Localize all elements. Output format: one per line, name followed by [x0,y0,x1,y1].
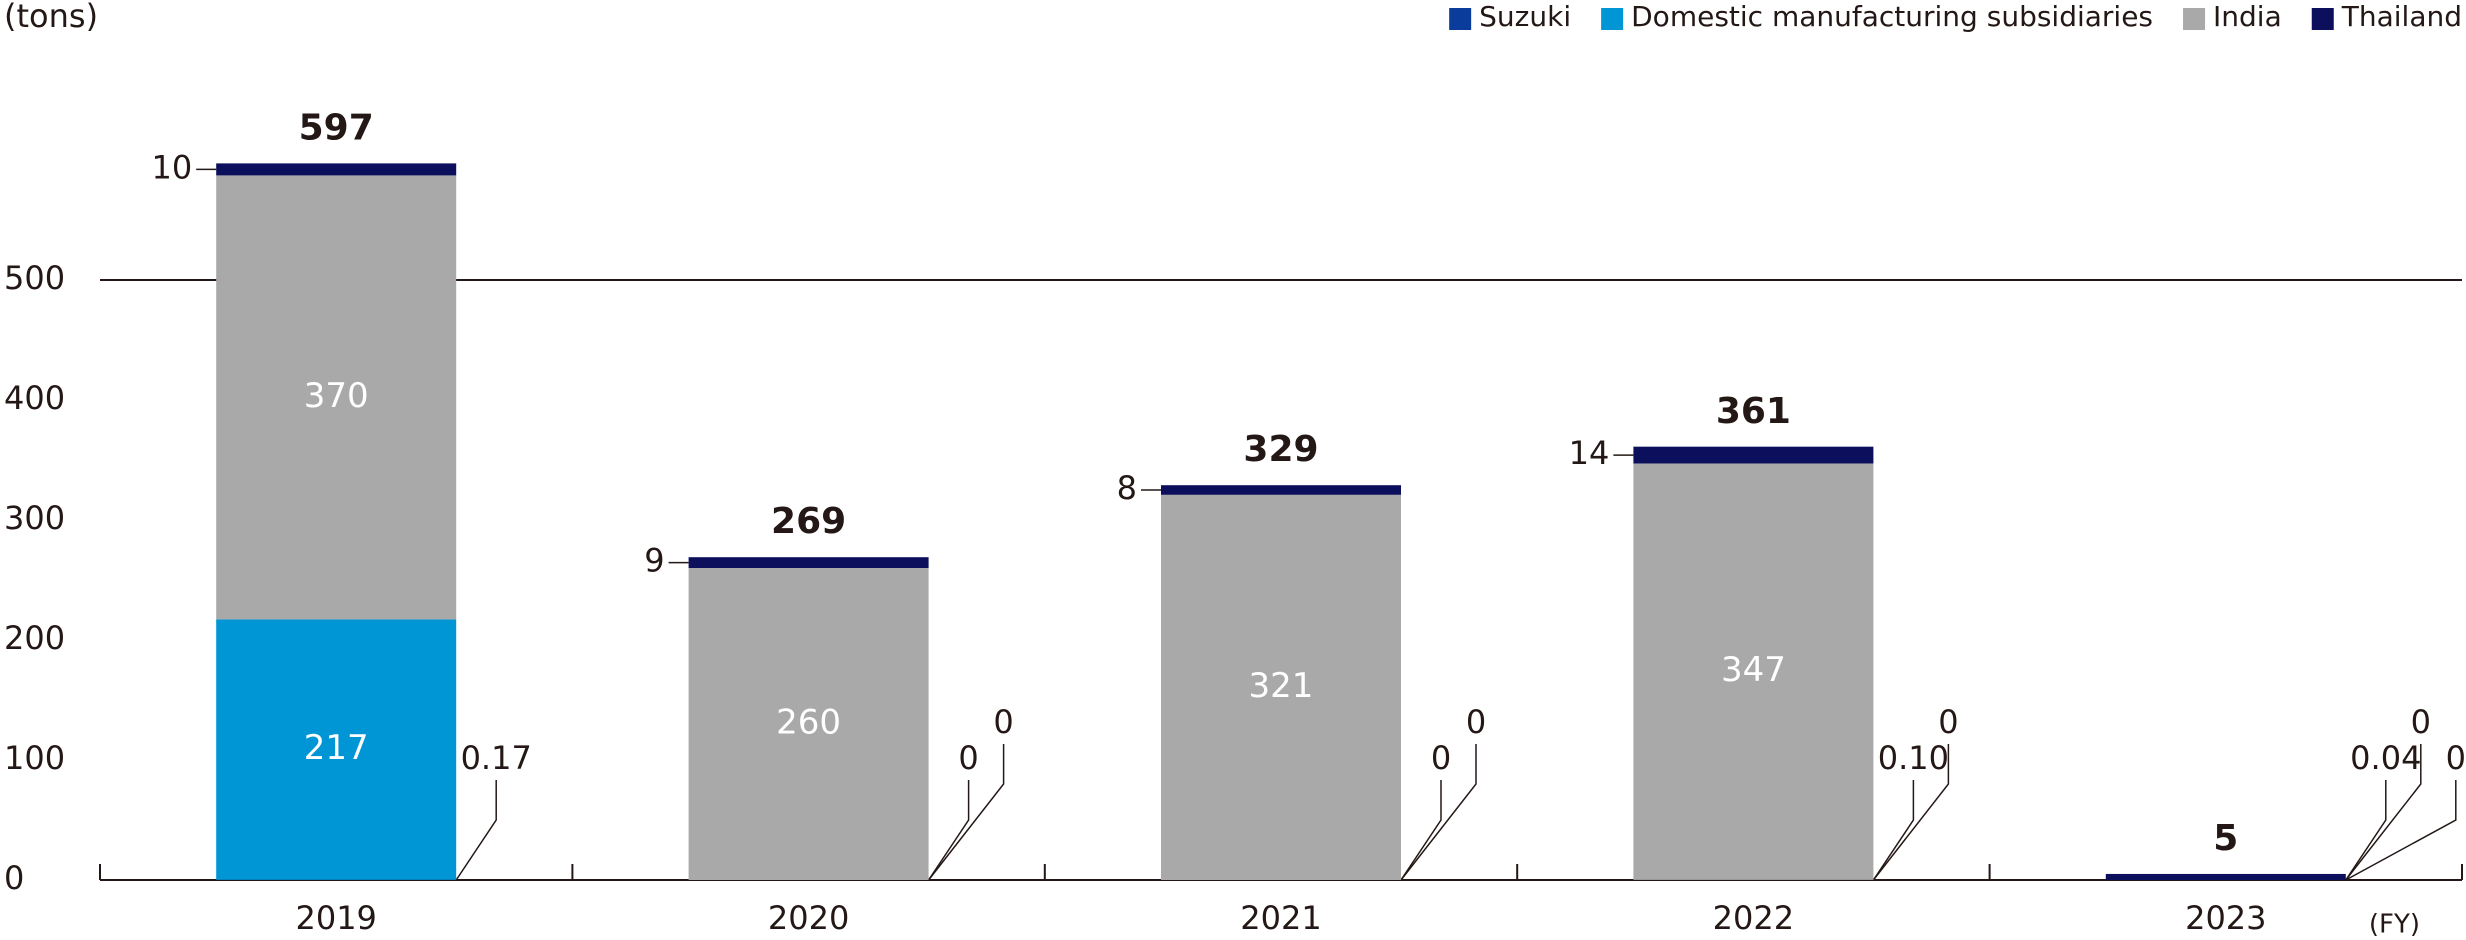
y-tick-label: 300 [4,499,65,537]
value-label: 321 [1249,666,1314,706]
bar-segment [216,619,457,880]
y-tick-label: 200 [4,619,65,657]
value-label: 0 [1466,703,1486,741]
leader [927,780,970,881]
bar-segment [1161,494,1401,880]
leader [2345,744,2422,881]
bar-segment [216,175,457,620]
value-label: 8 [1117,469,1137,507]
legend-swatch [1449,8,1472,30]
leader [1400,780,1442,881]
leader [2345,780,2457,881]
legend-swatch [1601,8,1624,30]
legend-swatch [2311,8,2334,30]
value-label: 0 [1938,703,1958,741]
x-tick-label: 2023 [2185,899,2266,937]
leader [1872,744,1950,881]
total-label: 329 [1243,429,1318,470]
y-tick-label: 100 [4,739,65,777]
legend-label: Domestic manufacturing subsidiaries [1631,0,2153,33]
total-label: 269 [771,501,846,542]
legend-label: Thailand [2341,0,2462,33]
x-unit-label: (FY) [2369,910,2420,940]
y-tick-label: 400 [4,379,65,417]
value-label: 0.10 [1878,739,1949,777]
value-label: 0 [1431,739,1451,777]
value-label: 0 [2446,739,2466,777]
leader [928,744,1005,881]
legend-label: Suzuki [1479,0,1571,33]
value-label: 9 [644,542,664,580]
leader [2345,780,2387,881]
total-label: 361 [1716,391,1791,432]
bar-segment [688,557,929,568]
total-label: 5 [2213,818,2238,859]
y-tick-label: 500 [4,259,65,297]
leader [455,780,497,881]
value-label: 217 [304,728,369,768]
y-tick-label: 0 [4,859,24,897]
unit-label: (tons) [4,0,98,35]
value-label: 0.17 [461,739,532,777]
legend-swatch [2183,8,2206,30]
value-label: 14 [1569,434,1610,472]
value-label: 347 [1721,650,1786,690]
x-tick-label: 2020 [768,899,849,937]
bar-segment [1161,485,1401,495]
bar-segment [1633,463,1874,880]
value-label: 0.04 [2350,739,2421,777]
legend-label: India [2213,0,2282,33]
bar-segment [216,163,457,176]
x-tick-label: 2019 [295,899,376,937]
value-label: 0 [993,703,1013,741]
value-label: 370 [304,376,369,416]
x-tick-label: 2021 [1240,899,1321,937]
bar-segment [1633,446,1874,464]
leader [1872,780,1915,881]
leader [1400,744,1477,881]
bar-segment [688,568,929,880]
value-label: 0 [2411,703,2431,741]
value-label: 0 [958,739,978,777]
bar-segment [2105,873,2346,880]
value-label: 10 [151,148,192,186]
x-tick-label: 2022 [1713,899,1794,937]
value-label: 260 [776,703,841,743]
total-label: 597 [299,108,374,149]
